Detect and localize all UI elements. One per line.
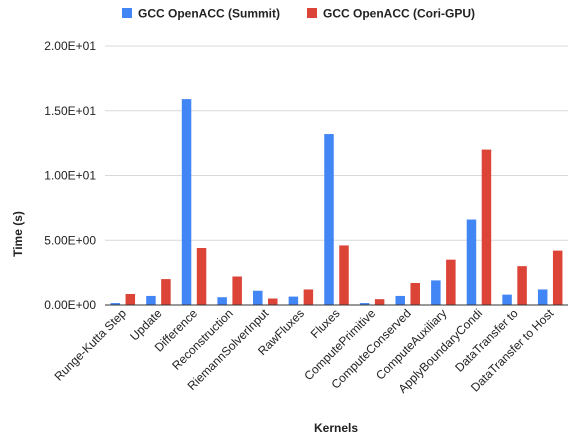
y-axis-title: Time (s) <box>11 211 25 257</box>
legend-swatch <box>307 8 317 18</box>
bar-cori-gpu <box>161 279 171 305</box>
bar-summit <box>217 297 227 305</box>
x-tick-label: DataTransfer to <box>452 306 521 375</box>
bar-summit <box>110 303 121 305</box>
bar-summit <box>288 296 299 305</box>
bar-cori-gpu <box>517 266 527 305</box>
bar-summit <box>466 219 477 305</box>
bar-cori-gpu <box>374 299 385 305</box>
legend-label: GCC OpenACC (Cori-GPU) <box>323 7 475 21</box>
bar-cori-gpu <box>339 245 349 305</box>
bar-cori-gpu <box>410 282 420 305</box>
bars <box>110 99 563 305</box>
bar-summit <box>359 303 370 305</box>
bar-cori-gpu <box>268 298 278 305</box>
x-axis-ticks: Runge-Kutta StepUpdateDifferenceReconstr… <box>52 306 557 396</box>
x-tick-label: Runge-Kutta Step <box>52 306 130 384</box>
bar-cori-gpu <box>446 259 456 305</box>
y-tick-label: 2.00E+01 <box>44 39 96 53</box>
y-tick-label: 1.50E+01 <box>44 104 96 118</box>
legend-label: GCC OpenACC (Summit) <box>138 7 280 21</box>
bar-summit <box>395 295 405 305</box>
y-axis-ticks: 0.00E+00 5.00E+00 1.00E+01 1.50E+01 2.00E+01 <box>44 39 96 312</box>
bar-summit <box>181 99 192 305</box>
bar-cori-gpu <box>232 276 242 305</box>
bar-summit <box>431 280 441 305</box>
bar-cori-gpu <box>552 250 563 305</box>
bar-cori-gpu <box>196 248 207 305</box>
gridlines <box>105 45 568 241</box>
bar-cori-gpu <box>125 293 136 305</box>
bar-summit <box>146 295 156 305</box>
bar-summit <box>253 290 263 305</box>
bar-summit <box>537 289 548 305</box>
y-tick-label: 5.00E+00 <box>44 233 96 247</box>
bar-cori-gpu <box>303 289 314 305</box>
bar-summit <box>502 294 512 305</box>
y-tick-label: 0.00E+00 <box>44 298 96 312</box>
legend: GCC OpenACC (Summit) GCC OpenACC (Cori-GP… <box>122 7 475 21</box>
bar-cori-gpu <box>481 149 492 305</box>
legend-swatch <box>122 8 132 18</box>
y-tick-label: 1.00E+01 <box>44 169 96 183</box>
x-axis-title: Kernels <box>314 421 358 435</box>
bar-summit <box>324 134 334 305</box>
